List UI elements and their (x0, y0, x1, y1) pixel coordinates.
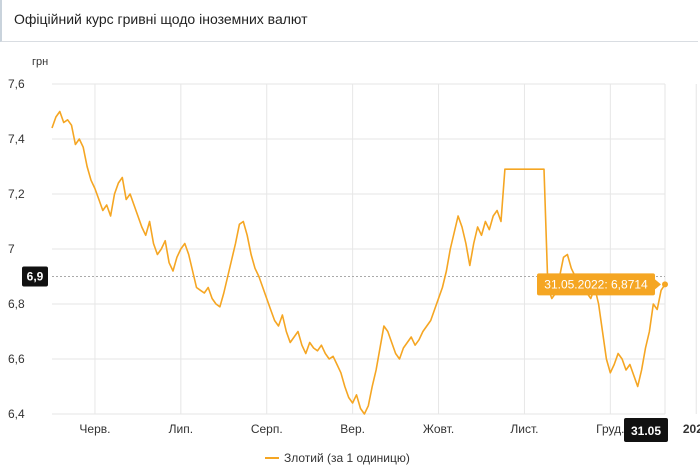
y-tick-label: 7,4 (8, 132, 25, 146)
y-tick-label: 7,2 (8, 187, 25, 201)
y-axis-label: грн (32, 56, 48, 68)
legend[interactable]: Злотий (за 1 одиницю) (265, 451, 410, 465)
y-tick-label: 6,6 (8, 352, 25, 366)
x-tick-label: Лип. (169, 422, 193, 436)
x-tick-label: Лист. (510, 422, 538, 436)
x-tick-label: Груд. (596, 422, 624, 436)
y-tick-label: 6,4 (8, 407, 25, 421)
tooltip-text: 31.05.2022: 6,8714 (544, 277, 648, 291)
x-tick-label: Жовт. (423, 422, 454, 436)
series-line-zloty (51, 110, 666, 415)
y-crosshair-label: 6,9 (27, 270, 44, 284)
y-tick-label: 7,6 (8, 77, 25, 91)
x-tick-label: 2022 (683, 422, 700, 436)
legend-label: Злотий (за 1 одиницю) (284, 451, 410, 465)
last-point-marker (662, 281, 668, 288)
x-end-badge: 31.05 (624, 418, 668, 442)
y-tick-label: 7 (8, 242, 15, 256)
y-tick-label: 6,8 (8, 297, 25, 311)
value-tooltip: 31.05.2022: 6,8714 (537, 273, 661, 296)
x-tick-label: Серп. (251, 422, 283, 436)
y-crosshair-badge: 6,9 (22, 266, 48, 287)
x-tick-label: Черв. (79, 422, 110, 436)
page-title: Офіційний курс гривні щодо іноземних вал… (14, 11, 308, 27)
x-tick-label: Вер. (340, 422, 365, 436)
x-end-label: 31.05 (631, 424, 661, 438)
chart-header: Офіційний курс гривні щодо іноземних вал… (0, 0, 698, 42)
